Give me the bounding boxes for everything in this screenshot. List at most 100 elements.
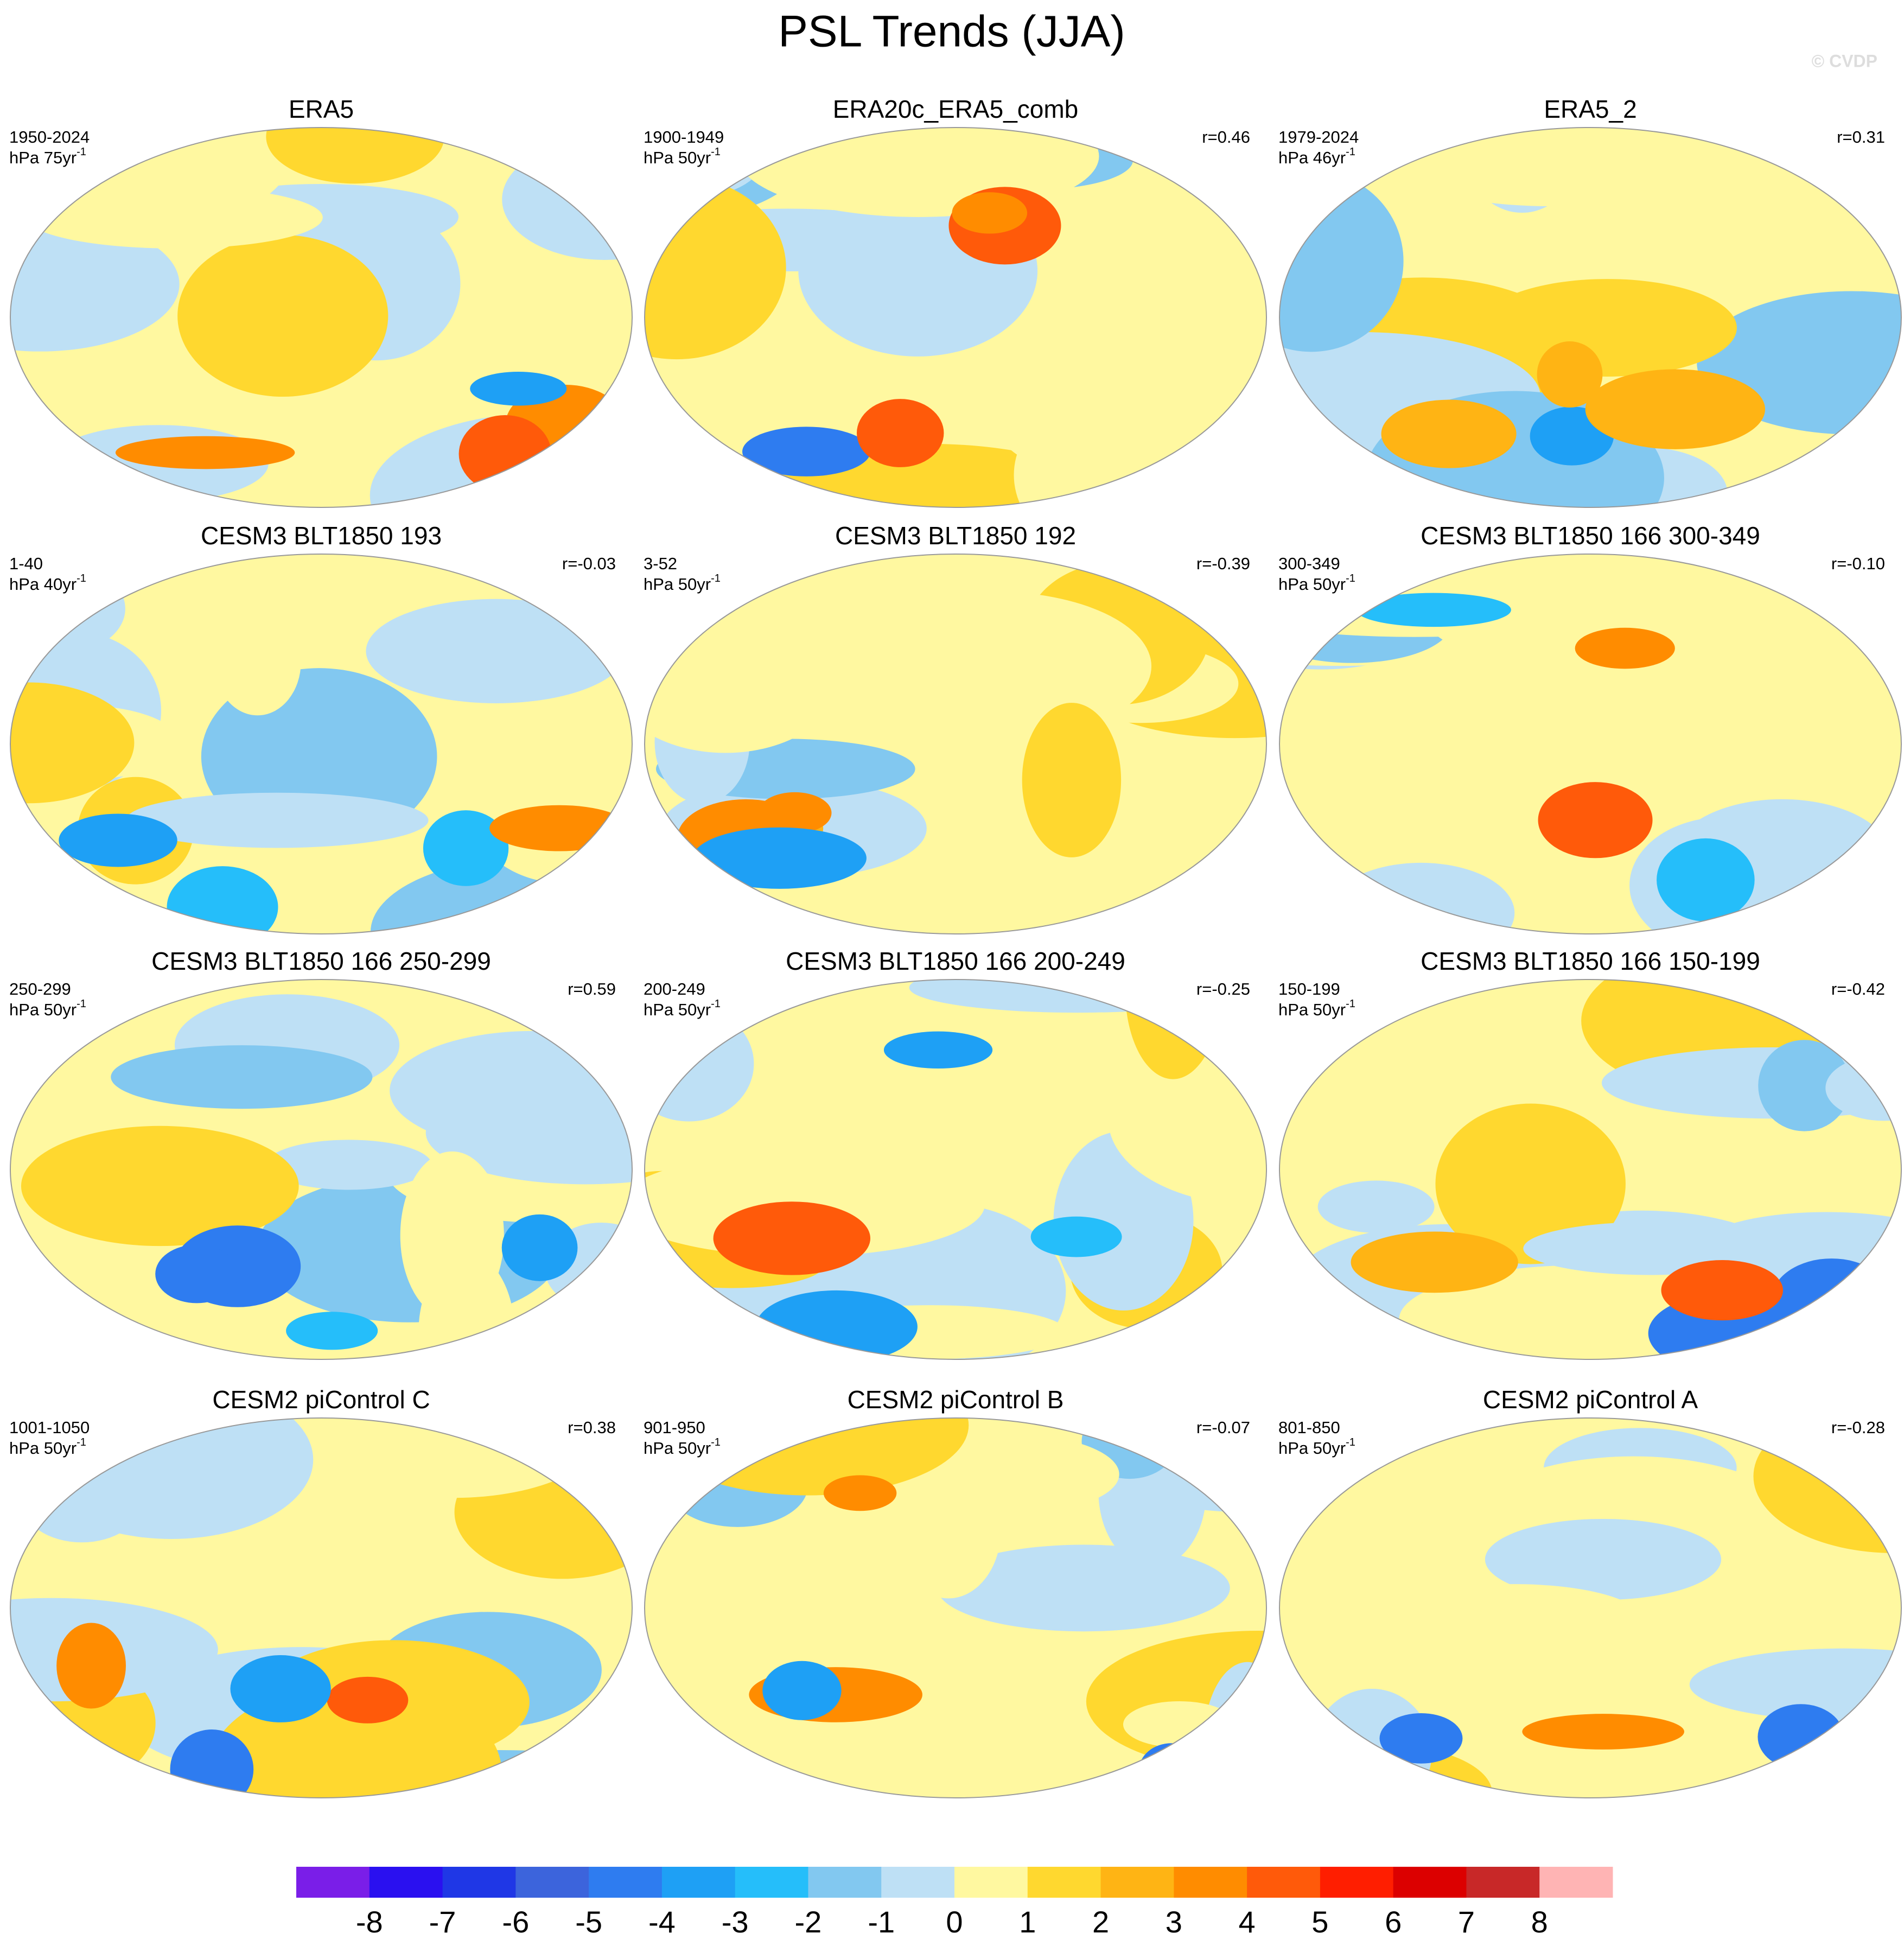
period-label: 801-850 [1278, 1418, 1340, 1437]
map-field [772, 1710, 964, 1798]
units-exponent: -1 [711, 146, 721, 158]
map-field [470, 372, 567, 406]
watermark: © CVDP [1812, 51, 1877, 71]
period-label: 200-249 [644, 980, 705, 999]
colorbar-label: 5 [1311, 1905, 1328, 1939]
map-field [115, 436, 295, 469]
correlation-label: r=0.46 [1202, 128, 1250, 147]
map-field [1279, 170, 1404, 352]
map-field [997, 371, 1226, 478]
map-field [299, 1418, 611, 1498]
map-field [1386, 1584, 1642, 1655]
map-field [952, 192, 1028, 234]
map [10, 980, 632, 1359]
units: hPa 50yr [9, 1439, 77, 1458]
map-field [423, 810, 509, 886]
map-outline [644, 1417, 1267, 1798]
period-label: 150-199 [1278, 980, 1340, 999]
correlation-label: r=-0.25 [1196, 980, 1250, 999]
colorbar-label: -5 [575, 1905, 602, 1939]
units-label: hPa 50yr-1 [1278, 573, 1355, 594]
units-label: hPa 50yr-1 [1278, 998, 1355, 1019]
colorbar-label: 2 [1092, 1905, 1109, 1939]
units: hPa 46yr [1278, 148, 1346, 167]
map-outline [644, 979, 1267, 1360]
map-field [56, 1623, 126, 1709]
map-outline [1279, 979, 1902, 1360]
colorbar-label: -7 [429, 1905, 456, 1939]
map-field [1485, 1518, 1722, 1600]
colorbar-box [954, 1867, 1028, 1898]
panel-title: ERA20c_ERA5_comb [833, 95, 1079, 123]
map-field [883, 1031, 993, 1069]
panel-title: CESM3 BLT1850 166 150-199 [1421, 947, 1760, 975]
panel-title: CESM3 BLT1850 192 [835, 522, 1076, 550]
units: hPa 40yr [9, 575, 77, 594]
colorbar-label: -6 [502, 1905, 529, 1939]
units-label: hPa 50yr-1 [644, 1436, 721, 1458]
map-field [1697, 291, 1901, 435]
units-exponent: -1 [1346, 998, 1355, 1010]
period-label: 300-349 [1278, 554, 1340, 573]
panel-title: CESM3 BLT1850 166 300-349 [1421, 522, 1760, 550]
units-exponent: -1 [1346, 146, 1355, 158]
units-exponent: -1 [711, 998, 721, 1010]
map-field [1351, 1231, 1518, 1293]
map-field [214, 608, 301, 716]
map-field [266, 1140, 432, 1190]
colorbar-label: -1 [868, 1905, 895, 1939]
map-outline [1279, 554, 1902, 934]
map-field [645, 176, 786, 360]
colorbar-label: 0 [946, 1905, 963, 1939]
map-field [1123, 1701, 1236, 1748]
correlation-label: r=0.31 [1837, 128, 1885, 147]
map-field [1521, 195, 1705, 272]
map-field [1279, 1744, 1493, 1798]
units: hPa 50yr [9, 1000, 77, 1019]
map-field [286, 1312, 378, 1350]
map-field [1767, 1753, 1897, 1787]
map-field [1771, 1258, 1893, 1343]
units-label: hPa 50yr-1 [644, 998, 721, 1019]
map-field [425, 1081, 632, 1185]
colorbar-box [881, 1867, 955, 1898]
correlation-label: r=-0.42 [1831, 980, 1885, 999]
map-field [823, 1475, 897, 1511]
colorbar-box [515, 1867, 589, 1898]
colorbar-box [735, 1867, 808, 1898]
map [1279, 1418, 1901, 1798]
colorbar-box [1393, 1867, 1467, 1898]
figure-title: PSL Trends (JJA) [778, 7, 1125, 56]
units-label: hPa 46yr-1 [1278, 146, 1355, 167]
units: hPa 50yr [644, 1000, 711, 1019]
map-field [125, 792, 429, 848]
map-field [1030, 1216, 1122, 1257]
map-field [177, 235, 389, 397]
map-field [1203, 1662, 1266, 1798]
units-exponent: -1 [77, 573, 86, 584]
colorbar-box [369, 1867, 443, 1898]
map-field [1379, 1713, 1463, 1764]
map-field [489, 805, 629, 851]
period-label: 901-950 [644, 1418, 705, 1437]
panel-title: CESM3 BLT1850 166 200-249 [786, 947, 1125, 975]
period-label: 1001-1050 [9, 1418, 90, 1437]
map-field [1689, 1648, 1901, 1721]
colorbar-box [1247, 1867, 1321, 1898]
colorbar-label: 6 [1385, 1905, 1402, 1939]
period-label: 1900-1949 [644, 128, 724, 147]
colorbar-label: -4 [648, 1905, 676, 1939]
map-outline [644, 554, 1267, 934]
units: hPa 50yr [1278, 575, 1346, 594]
map-field [1585, 369, 1766, 449]
map-field [1435, 1103, 1626, 1264]
map-field [742, 427, 871, 476]
colorbar-label: 8 [1531, 1905, 1548, 1939]
panel-title: CESM2 piControl C [212, 1385, 430, 1414]
panel-title: CESM3 BLT1850 166 250-299 [151, 947, 491, 975]
map-field [1022, 703, 1122, 857]
map-field [645, 1006, 754, 1122]
map [1279, 128, 1901, 507]
map-field [1317, 1180, 1435, 1233]
